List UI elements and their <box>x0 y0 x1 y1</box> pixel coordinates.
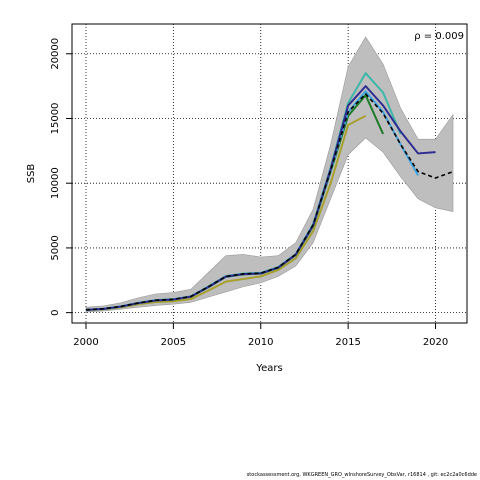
x-tick-label: 2020 <box>423 337 448 348</box>
confidence-band <box>85 36 454 313</box>
x-tick-label: 2015 <box>335 337 360 348</box>
series-line <box>85 93 454 311</box>
x-tick-label: 2010 <box>248 337 273 348</box>
series-lines <box>85 72 454 312</box>
x-axis: 2000 2005 2010 2015 2020 <box>73 323 448 348</box>
y-axis: 0 5000 10000 15000 20000 <box>50 38 72 316</box>
y-axis-title: SSB <box>26 164 37 184</box>
rho-annotation: ρ = 0.009 <box>414 31 464 42</box>
y-tick-label: 0 <box>50 309 61 315</box>
y-tick-label: 20000 <box>50 38 61 70</box>
y-tick-label: 10000 <box>50 167 61 199</box>
plot-frame <box>71 23 468 324</box>
x-tick-label: 2000 <box>73 337 98 348</box>
y-tick-label: 5000 <box>50 235 61 260</box>
x-axis-title: Years <box>255 363 282 374</box>
footer-credit: stockassessment.org, WKGREEN_GRO_wInshor… <box>246 472 477 478</box>
y-tick-label: 15000 <box>50 103 61 135</box>
x-tick-label: 2005 <box>161 337 186 348</box>
